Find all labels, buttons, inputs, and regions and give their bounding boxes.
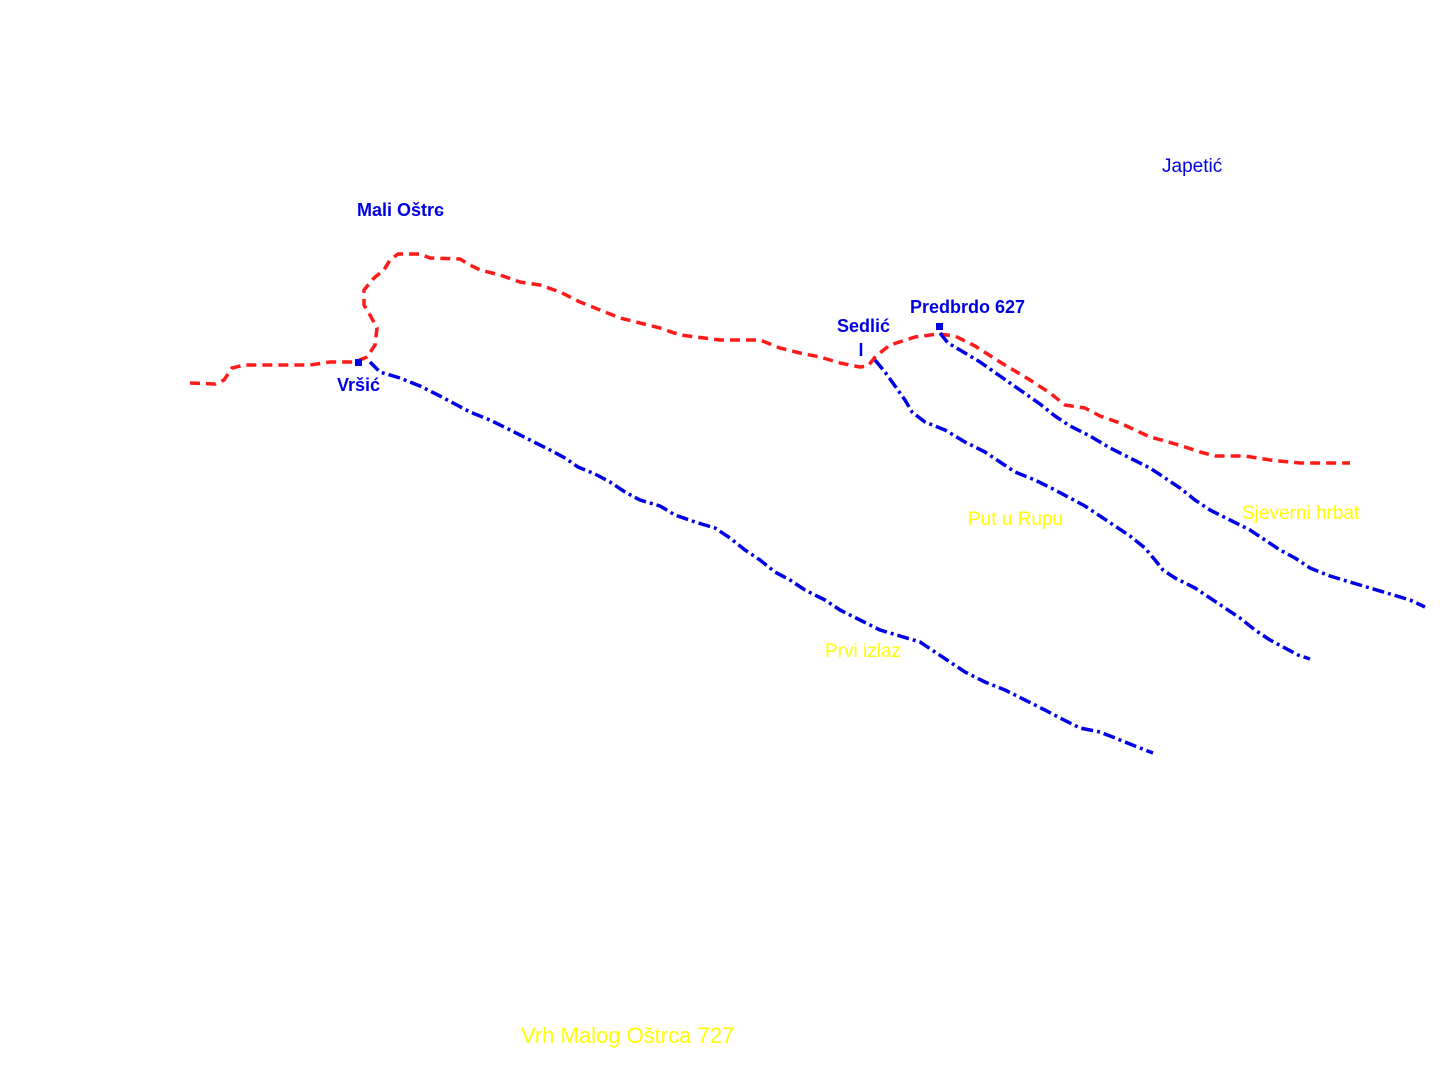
blue-trail-put-u-rupu <box>873 358 1311 661</box>
label-prvi-izlaz: Prvi izlaz <box>825 641 901 662</box>
red-ridge-trail <box>189 252 1350 465</box>
vrsic-marker <box>355 359 362 366</box>
label-predbrdo: Predbrdo 627 <box>910 297 1025 317</box>
label-mali-ostrc: Mali Oštrc <box>357 200 444 220</box>
blue-trail-sjeverni-hrbat <box>938 331 1426 609</box>
label-japetic: Japetić <box>1162 156 1222 177</box>
label-sedlic: Sedlić <box>837 316 890 336</box>
label-sjeverni-hrbat: Sjeverni hrbat <box>1242 503 1360 524</box>
label-vrh-malog-ostrca: Vrh Malog Oštrca 727 <box>521 1023 734 1048</box>
label-put-u-rupu: Put u Rupu <box>968 509 1063 530</box>
predbrdo-marker <box>936 323 943 330</box>
blue-trail-prvi-izlaz <box>368 360 1154 755</box>
label-vrsic: Vršić <box>337 375 380 395</box>
